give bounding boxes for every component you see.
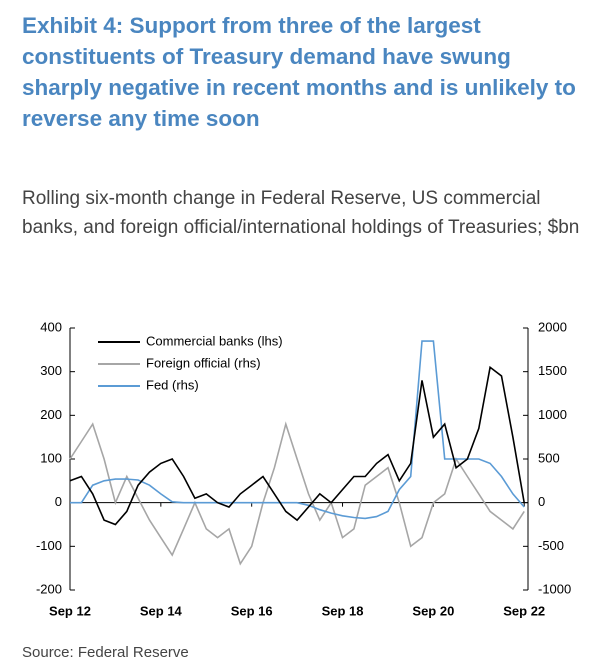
series-line	[69, 421, 525, 566]
chart-subtitle: Rolling six-month change in Federal Rese…	[22, 188, 580, 238]
y-tick-label: -200	[36, 581, 62, 596]
chart: -200-1000100200300400-1000-5000500100015…	[36, 319, 571, 618]
series-line	[70, 340, 525, 520]
y-tick-label: 400	[40, 319, 62, 334]
y2-tick-label: 2000	[538, 319, 567, 334]
legend-label: Commercial banks (lhs)	[146, 333, 283, 348]
y2-tick-label: -500	[538, 538, 564, 553]
series-line	[69, 365, 525, 526]
y-tick-label: 300	[40, 363, 62, 378]
y2-tick-label: 1500	[538, 363, 567, 378]
y2-tick-label: 1000	[538, 407, 567, 422]
x-tick-label: Sep 16	[231, 603, 273, 618]
y2-tick-label: 500	[538, 450, 560, 465]
x-tick-label: Sep 20	[412, 603, 454, 618]
source-note: Source: Federal Reserve	[22, 644, 189, 661]
y-tick-label: 200	[40, 407, 62, 422]
y-tick-label: -100	[36, 538, 62, 553]
y2-tick-label: 0	[538, 494, 545, 509]
x-tick-label: Sep 14	[140, 603, 183, 618]
legend-label: Fed (rhs)	[146, 377, 199, 392]
x-tick-label: Sep 22	[503, 603, 545, 618]
legend-label: Foreign official (rhs)	[146, 355, 261, 370]
x-tick-label: Sep 12	[49, 603, 91, 618]
x-tick-label: Sep 18	[322, 603, 364, 618]
y-tick-label: 100	[40, 450, 62, 465]
chart-title: Exhibit 4: Support from three of the lar…	[22, 13, 576, 131]
y-tick-label: 0	[55, 494, 62, 509]
y2-tick-label: -1000	[538, 581, 571, 596]
